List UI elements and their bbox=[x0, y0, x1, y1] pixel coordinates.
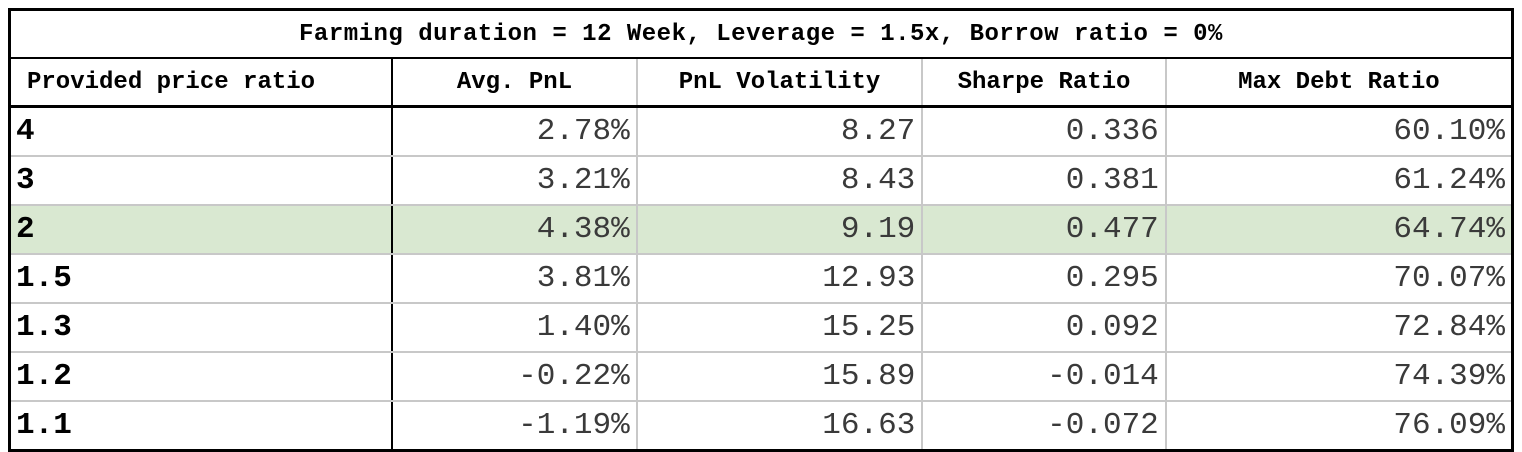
col-header-pnl-volatility: PnL Volatility bbox=[635, 58, 923, 108]
cell-price-ratio: 1.3 bbox=[9, 302, 394, 353]
cell-price-ratio: 3 bbox=[9, 155, 394, 206]
cell-pnl-volatility: 8.27 bbox=[635, 105, 924, 157]
cell-sharpe-ratio: 0.092 bbox=[921, 302, 1167, 353]
table-row: 1.2 -0.22% 15.89 -0.014 74.39% bbox=[9, 351, 1513, 402]
cell-max-debt-ratio: 70.07% bbox=[1164, 253, 1513, 304]
cell-max-debt-ratio: 76.09% bbox=[1164, 400, 1513, 452]
cell-avg-pnl: 3.21% bbox=[391, 155, 638, 206]
cell-pnl-volatility: 12.93 bbox=[635, 253, 924, 304]
cell-avg-pnl: 1.40% bbox=[391, 302, 638, 353]
table-row-highlighted: 2 4.38% 9.19 0.477 64.74% bbox=[9, 204, 1513, 255]
col-header-sharpe-ratio: Sharpe Ratio bbox=[921, 58, 1166, 108]
table-row: 4 2.78% 8.27 0.336 60.10% bbox=[9, 105, 1513, 157]
table-row: 1.1 -1.19% 16.63 -0.072 76.09% bbox=[9, 400, 1513, 452]
cell-price-ratio: 1.5 bbox=[9, 253, 394, 304]
cell-max-debt-ratio: 60.10% bbox=[1164, 105, 1513, 157]
cell-pnl-volatility: 8.43 bbox=[635, 155, 924, 206]
cell-price-ratio: 1.2 bbox=[9, 351, 394, 402]
cell-avg-pnl: 4.38% bbox=[391, 204, 638, 255]
table-row: 1.5 3.81% 12.93 0.295 70.07% bbox=[9, 253, 1513, 304]
cell-avg-pnl: 2.78% bbox=[391, 105, 638, 157]
table-row: 3 3.21% 8.43 0.381 61.24% bbox=[9, 155, 1513, 206]
cell-price-ratio: 4 bbox=[9, 105, 394, 157]
cell-pnl-volatility: 9.19 bbox=[635, 204, 924, 255]
cell-sharpe-ratio: 0.381 bbox=[921, 155, 1167, 206]
cell-max-debt-ratio: 74.39% bbox=[1164, 351, 1513, 402]
cell-max-debt-ratio: 61.24% bbox=[1164, 155, 1513, 206]
cell-sharpe-ratio: 0.295 bbox=[921, 253, 1167, 304]
cell-price-ratio: 1.1 bbox=[9, 400, 394, 452]
results-table: Farming duration = 12 Week, Leverage = 1… bbox=[8, 8, 1514, 452]
col-header-avg-pnl: Avg. PnL bbox=[391, 58, 637, 108]
table-title-row: Farming duration = 12 Week, Leverage = 1… bbox=[9, 9, 1513, 59]
cell-sharpe-ratio: 0.477 bbox=[921, 204, 1167, 255]
cell-avg-pnl: -0.22% bbox=[391, 351, 638, 402]
cell-max-debt-ratio: 64.74% bbox=[1164, 204, 1513, 255]
cell-sharpe-ratio: 0.336 bbox=[921, 105, 1167, 157]
cell-avg-pnl: -1.19% bbox=[391, 400, 638, 452]
cell-sharpe-ratio: -0.072 bbox=[921, 400, 1167, 452]
cell-pnl-volatility: 15.89 bbox=[635, 351, 924, 402]
cell-sharpe-ratio: -0.014 bbox=[921, 351, 1167, 402]
cell-pnl-volatility: 15.25 bbox=[635, 302, 924, 353]
table-row: 1.3 1.40% 15.25 0.092 72.84% bbox=[9, 302, 1513, 353]
table-header-row: Provided price ratio Avg. PnL PnL Volati… bbox=[9, 58, 1513, 108]
cell-max-debt-ratio: 72.84% bbox=[1164, 302, 1513, 353]
col-header-provided-price-ratio: Provided price ratio bbox=[9, 58, 394, 108]
cell-avg-pnl: 3.81% bbox=[391, 253, 638, 304]
col-header-max-debt-ratio: Max Debt Ratio bbox=[1164, 58, 1513, 108]
cell-price-ratio: 2 bbox=[9, 204, 394, 255]
table-body: 4 2.78% 8.27 0.336 60.10% 3 3.21% 8.43 0… bbox=[9, 105, 1513, 452]
table-title: Farming duration = 12 Week, Leverage = 1… bbox=[9, 9, 1513, 59]
cell-pnl-volatility: 16.63 bbox=[635, 400, 924, 452]
